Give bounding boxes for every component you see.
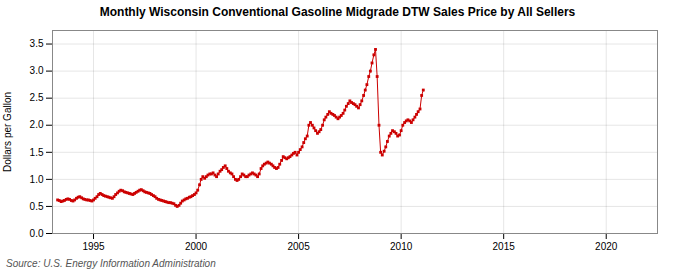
svg-text:2005: 2005 (287, 241, 310, 252)
svg-text:0.0: 0.0 (30, 228, 44, 239)
svg-text:1.5: 1.5 (30, 147, 44, 158)
svg-text:Dollars per Gallon: Dollars per Gallon (2, 92, 13, 172)
svg-text:2.0: 2.0 (30, 119, 44, 130)
svg-text:3.5: 3.5 (30, 38, 44, 49)
html-text:Source: U.S. Energy Informatio: Source: U.S. Energy Information Administ… (6, 258, 216, 269)
svg-text:2.5: 2.5 (30, 92, 44, 103)
svg-text:1995: 1995 (82, 241, 105, 252)
svg-text:1.0: 1.0 (30, 174, 44, 185)
svg-text:2000: 2000 (185, 241, 208, 252)
svg-text:3.0: 3.0 (30, 65, 44, 76)
html-text:Monthly Wisconsin Conventional: Monthly Wisconsin Conventional Gasoline … (99, 5, 576, 19)
svg-text:2015: 2015 (493, 241, 516, 252)
svg-text:0.5: 0.5 (30, 201, 44, 212)
svg-text:2010: 2010 (390, 241, 413, 252)
svg-text:2020: 2020 (595, 241, 618, 252)
